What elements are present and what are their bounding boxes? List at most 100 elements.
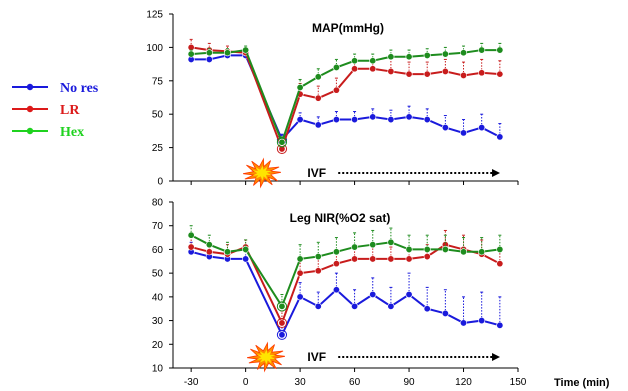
data-point: [332, 116, 340, 124]
data-point: [423, 253, 431, 261]
data-point: [369, 57, 377, 65]
data-point: [423, 116, 431, 124]
data-point: [205, 49, 213, 57]
data-point: [314, 73, 322, 81]
data-point: [296, 269, 304, 277]
y-tick-label: 50: [152, 269, 164, 280]
x-axis: -30 0 30 60 90 120 150: [184, 377, 527, 388]
data-point: [405, 290, 413, 298]
data-point-ring: [276, 317, 288, 329]
x-tick-label: 150: [510, 377, 527, 388]
data-point: [460, 248, 468, 256]
y-tick-label: 60: [152, 245, 164, 256]
x-tick-label: 0: [243, 377, 249, 388]
data-point: [387, 238, 395, 246]
y-tick-label: 20: [152, 340, 164, 351]
data-point: [187, 243, 195, 251]
x-tick-label: 90: [403, 377, 415, 388]
legend-swatch-marker: [26, 83, 34, 91]
data-point: [387, 116, 395, 124]
y-tick-label: 75: [152, 76, 164, 87]
data-point: [314, 253, 322, 261]
data-point: [387, 302, 395, 310]
data-point: [405, 245, 413, 253]
data-point: [405, 113, 413, 121]
data-point: [496, 260, 504, 268]
series-line: [190, 250, 501, 338]
x-axis-label: Time (min): [554, 377, 610, 389]
legend: No res LR Hex: [12, 81, 99, 140]
data-point: [478, 317, 486, 325]
series-hex: [187, 42, 504, 148]
explosion-icon: [243, 157, 281, 189]
data-point: [332, 86, 340, 94]
data-point: [332, 248, 340, 256]
series-no-res: [187, 50, 504, 145]
data-point: [369, 113, 377, 121]
data-point: [387, 67, 395, 75]
data-point: [205, 241, 213, 249]
data-point: [187, 231, 195, 239]
series-line: [191, 48, 500, 146]
data-point: [369, 65, 377, 73]
map-panel: 0 25 50 75 100 125 MAP(mmHg) IVF: [146, 10, 519, 189]
legend-label: Hex: [60, 125, 84, 140]
data-point: [496, 245, 504, 253]
x-tick-label: 30: [295, 377, 307, 388]
legend-item-lr: LR: [12, 103, 80, 118]
y-tick-label: 70: [152, 221, 164, 232]
y-tick-label: 125: [146, 10, 163, 21]
data-point: [314, 267, 322, 275]
y-tick-label: 10: [152, 364, 164, 375]
data-point: [187, 50, 195, 58]
data-point: [460, 71, 468, 79]
legend-label: No res: [60, 81, 99, 96]
ivf-arrow-head: [492, 353, 501, 361]
data-point: [369, 255, 377, 263]
data-point: [351, 243, 359, 251]
data-point: [369, 241, 377, 249]
data-point: [278, 302, 286, 310]
data-point: [205, 55, 213, 63]
y-tick-label: 50: [152, 110, 164, 121]
data-point: [242, 255, 250, 263]
data-point: [223, 248, 231, 256]
data-point: [314, 121, 322, 129]
data-point: [296, 255, 304, 263]
data-point: [314, 94, 322, 102]
data-point: [423, 51, 431, 59]
data-point-ring: [276, 329, 288, 340]
data-point: [423, 305, 431, 313]
data-point: [223, 49, 231, 57]
data-point: [441, 245, 449, 253]
data-point: [351, 57, 359, 65]
data-point: [478, 124, 486, 132]
data-point: [242, 46, 250, 54]
ivf-event: IVF: [243, 157, 501, 189]
y-tick-label: 0: [157, 177, 163, 188]
data-point: [441, 67, 449, 75]
data-point: [332, 286, 340, 294]
data-point: [478, 248, 486, 256]
data-point: [278, 138, 286, 146]
chart-title: Leg NIR(%O2 sat): [290, 211, 391, 225]
data-point: [278, 331, 286, 339]
data-point: [478, 46, 486, 54]
x-tick-label: 60: [349, 377, 361, 388]
data-point: [351, 255, 359, 263]
series-line: [191, 46, 500, 152]
data-point: [405, 255, 413, 263]
data-point: [441, 309, 449, 317]
data-point: [351, 116, 359, 124]
data-point: [296, 293, 304, 301]
data-point: [242, 245, 250, 253]
data-point: [460, 319, 468, 327]
data-point: [296, 83, 304, 91]
data-point: [296, 116, 304, 124]
series-no-res: [187, 241, 504, 340]
legend-swatch-marker: [26, 127, 34, 135]
legend-label: LR: [60, 103, 80, 118]
y-tick-label: 40: [152, 292, 164, 303]
data-point: [441, 124, 449, 132]
